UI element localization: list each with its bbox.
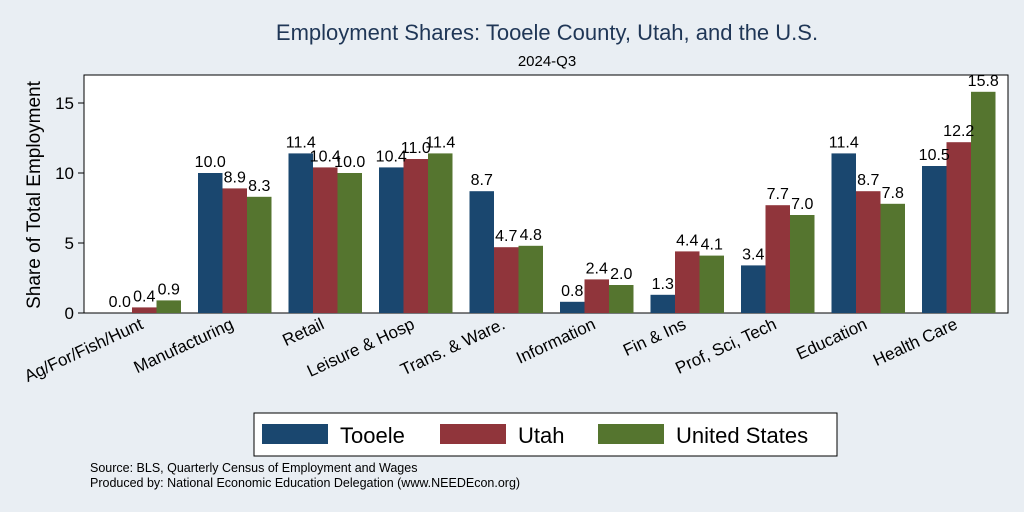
- legend: Tooele Utah United States: [253, 412, 838, 457]
- producer-note: Produced by: National Economic Education…: [90, 476, 520, 490]
- bar-united-states: [971, 91, 996, 313]
- data-label: 10.0: [195, 154, 226, 171]
- bar-utah: [584, 279, 609, 313]
- bar-tooele: [831, 153, 856, 313]
- bar-utah: [132, 307, 157, 313]
- bar-utah: [222, 188, 247, 313]
- data-label: 4.4: [676, 232, 698, 249]
- bar-tooele: [560, 301, 585, 313]
- bar-utah: [494, 247, 519, 313]
- bar-tooele: [469, 191, 494, 313]
- data-label: 7.7: [767, 186, 789, 203]
- bar-united-states: [156, 300, 181, 313]
- bar-utah: [313, 167, 338, 313]
- data-label: 4.8: [520, 227, 542, 244]
- y-tick-label: 10: [55, 164, 74, 183]
- bar-united-states: [428, 153, 453, 313]
- data-label: 3.4: [742, 246, 764, 263]
- bar-tooele: [288, 153, 313, 313]
- data-label: 2.0: [610, 266, 632, 283]
- y-tick-label: 15: [55, 94, 74, 113]
- bar-utah: [403, 159, 428, 313]
- y-axis-label: Share of Total Employment: [24, 80, 45, 308]
- data-label: 0.9: [158, 281, 180, 298]
- data-label: 7.8: [882, 185, 904, 202]
- bar-tooele: [922, 166, 947, 313]
- data-label: 10.0: [334, 154, 365, 171]
- data-label: 11.0: [401, 140, 431, 157]
- bars: [132, 91, 996, 313]
- data-label: 1.3: [652, 276, 674, 293]
- y-tick-label: 0: [65, 304, 74, 323]
- legend-swatch-utah: [440, 424, 506, 444]
- bar-united-states: [518, 245, 543, 313]
- bar-utah: [946, 142, 971, 313]
- bar-united-states: [790, 215, 815, 313]
- legend-label-united-states: United States: [676, 423, 808, 448]
- data-label: 11.4: [829, 134, 859, 151]
- bar-united-states: [699, 255, 724, 313]
- data-label: 15.8: [968, 73, 999, 90]
- data-label: 8.9: [224, 169, 246, 186]
- legend-label-utah: Utah: [518, 423, 564, 448]
- data-label: 11.4: [286, 134, 316, 151]
- legend-box: [253, 412, 838, 457]
- chart-title: Employment Shares: Tooele County, Utah, …: [276, 20, 818, 45]
- data-label: 4.1: [701, 237, 723, 254]
- data-label: 0.4: [133, 288, 155, 305]
- chart-subtitle: 2024-Q3: [518, 53, 576, 70]
- data-label: 8.3: [248, 178, 270, 195]
- y-tick-label: 5: [65, 234, 74, 253]
- data-label: 0.8: [561, 283, 583, 300]
- bar-tooele: [198, 173, 223, 313]
- source-note: Source: BLS, Quarterly Census of Employm…: [90, 461, 417, 475]
- data-label: 8.7: [471, 172, 493, 189]
- bar-united-states: [247, 196, 272, 313]
- data-label: 10.5: [919, 147, 950, 164]
- legend-label-tooele: Tooele: [340, 423, 405, 448]
- bar-utah: [765, 205, 790, 313]
- data-label: 7.0: [791, 196, 813, 213]
- y-axis: 0 5 10 15: [55, 94, 84, 323]
- bar-utah: [856, 191, 881, 313]
- bar-tooele: [379, 167, 404, 313]
- data-label: 10.4: [310, 148, 341, 165]
- bar-tooele: [650, 294, 675, 313]
- data-label: 2.4: [586, 260, 608, 277]
- legend-swatch-united-states: [598, 424, 664, 444]
- data-label: 8.7: [857, 172, 879, 189]
- data-label: 0.0: [109, 294, 131, 311]
- data-label: 11.4: [425, 134, 455, 151]
- data-label: 12.2: [943, 123, 974, 140]
- bar-united-states: [609, 285, 634, 313]
- bar-utah: [675, 251, 700, 313]
- bar-tooele: [741, 265, 766, 313]
- data-label: 10.4: [376, 148, 407, 165]
- legend-swatch-tooele: [262, 424, 328, 444]
- data-label: 4.7: [495, 228, 517, 245]
- data-labels: 0.0 0.4 0.910.08.9 8.311.410.410.0 10.411.01…: [109, 73, 999, 311]
- bar-united-states: [337, 173, 362, 313]
- bar-united-states: [880, 203, 905, 313]
